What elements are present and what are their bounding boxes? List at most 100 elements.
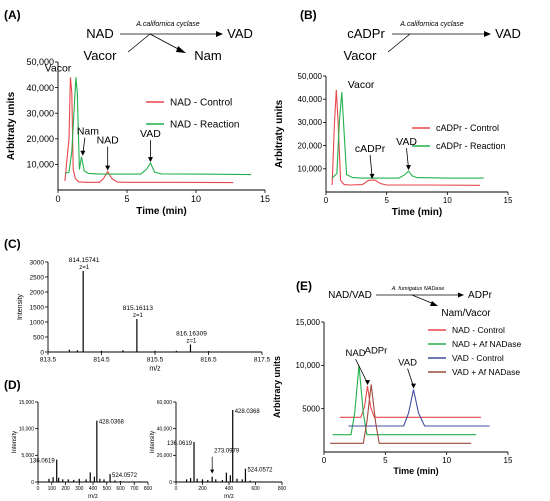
chart-c-peak-charge-label: z=1 xyxy=(133,313,144,319)
chart-b-x-tick-label: 0 xyxy=(324,196,329,205)
chart-e-y-tick-label: 5000 xyxy=(302,404,320,413)
scheme-e-arrowhead-main xyxy=(458,292,464,298)
chart-e-legend-label-3: VAD - Control xyxy=(452,353,504,363)
chart-a-x-tick-label: 10 xyxy=(191,194,201,204)
mass-spectrum-d-left: 0 100 200 300 400 500 600 700 800 0 5,000 10,000 15,… xyxy=(12,400,152,500)
panel-label-c: (C) xyxy=(4,237,21,251)
chart-b-legend-label-1: cADPr - Control xyxy=(436,123,499,133)
chart-c-y-tick-label: 2000 xyxy=(30,289,45,296)
chart-c-x-tick-label: 817.5 xyxy=(254,357,271,364)
chart-d1-y-tick-label: 15,000 xyxy=(19,400,35,406)
chart-e-y-tick-label: 15,000 xyxy=(296,318,321,327)
scheme-a-join-line xyxy=(127,33,151,53)
chart-b-peak-annotation: VAD xyxy=(396,136,417,148)
chart-c-y-tick-label: 3000 xyxy=(30,259,45,266)
chart-a-y-axis-title: Arbitraty units xyxy=(6,91,17,160)
chart-d1-y-tick-label: 5,000 xyxy=(21,453,34,459)
chart-e-y-tick-label: 10,000 xyxy=(296,361,321,370)
chart-a-y-tick-label: 50,000 xyxy=(26,57,54,67)
chart-a-peak-annotation: VAD xyxy=(140,128,161,140)
chart-a-peak-annotation: Vacor xyxy=(45,62,72,74)
chart-d1-x-tick-label: 0 xyxy=(37,486,40,492)
chart-d2-y-axis-title: Intensity xyxy=(150,431,156,453)
chart-a-x-tick-label: 0 xyxy=(55,194,60,204)
chart-e-x-tick-label: 15 xyxy=(504,456,513,465)
chart-d2-y-tick-label: 60,000 xyxy=(157,400,173,406)
scheme-b-substrate2: Vacor xyxy=(344,48,378,63)
scheme-e: NAD/VAD A. fumigatus NADase ADPr Nam/Vac… xyxy=(328,286,492,319)
scheme-e-arrow-branch xyxy=(411,294,435,305)
chart-c-y-tick-label: 2500 xyxy=(30,274,45,281)
chart-e-x-tick-label: 0 xyxy=(322,456,327,465)
chart-d1-x-tick-label: 300 xyxy=(75,486,84,492)
scheme-a: NAD Vacor A.californica cyclase VAD Nam xyxy=(84,21,253,63)
chart-b-annotation-arrow xyxy=(369,154,373,177)
chart-a-annotation-arrowhead xyxy=(105,165,111,171)
chart-d2-y-tick-label: 20,000 xyxy=(157,453,173,459)
chart-b-y-tick-label: 30,000 xyxy=(298,118,323,127)
chart-b-y-axis-title: Arbitraty units xyxy=(274,99,285,168)
panel-label-b: (B) xyxy=(300,8,317,22)
chart-d2-x-tick-label: 200 xyxy=(198,486,207,492)
mass-spectrum-c: 813.5 814.5 815.5 816.5 817.5 0 500 1000 1500 200… xyxy=(17,257,271,373)
chart-c-x-tick-label: 816.5 xyxy=(200,357,217,364)
chart-c-x-tick-label: 814.5 xyxy=(93,357,110,364)
chart-d1-x-tick-label: 800 xyxy=(144,486,153,492)
chart-a-x-tick-label: 5 xyxy=(124,194,129,204)
chart-d2-x-tick-label: 400 xyxy=(225,486,234,492)
chart-a-peak-annotation: Nam xyxy=(77,126,99,138)
chart-c-peak-mz-label: 814.15741 xyxy=(69,257,100,264)
chart-d2-x-tick-label: 600 xyxy=(251,486,260,492)
panel-label-d: (D) xyxy=(4,378,21,392)
chart-e-x-tick-label: 10 xyxy=(442,456,451,465)
scheme-b-substrate1: cADPr xyxy=(347,26,385,41)
chart-e-annotation-arrowhead xyxy=(365,380,371,386)
scheme-e-arrowhead-branch xyxy=(430,301,438,306)
chart-b-y-tick-label: 10,000 xyxy=(298,165,323,174)
chart-b-annotation-arrowhead xyxy=(406,165,412,171)
chart-c-y-tick-label: 1500 xyxy=(30,304,45,311)
chart-e-annotation-arrowhead xyxy=(411,383,417,389)
scheme-b-arrowhead-main xyxy=(484,31,491,37)
chart-c-y-tick-label: 500 xyxy=(33,334,44,341)
chart-a-annotation-arrowhead xyxy=(147,157,153,163)
chart-d2-annotation-arrowhead xyxy=(210,469,215,474)
chart-a-y-tick-label: 10,000 xyxy=(26,160,54,170)
chart-b-series-line-1 xyxy=(331,89,481,186)
scheme-a-arrowhead-main xyxy=(216,31,223,37)
chart-c-y-axis-title: Intensity xyxy=(17,293,24,320)
chart-b-x-tick-label: 5 xyxy=(384,196,389,205)
chart-d1-peak-label: 524.0572 xyxy=(112,473,138,479)
chart-d2-y-tick-label: 0 xyxy=(169,480,172,486)
chart-d2-peak-label: 524.0572 xyxy=(247,468,273,474)
chart-b-y-tick-label: 50,000 xyxy=(298,72,323,81)
chart-d2-y-tick-label: 40,000 xyxy=(157,426,173,432)
chart-b-peak-annotation: cADPr xyxy=(355,143,386,155)
chart-c-peak-charge-label: z=1 xyxy=(79,265,90,271)
chart-d1-peak-label: 136.0619 xyxy=(30,459,56,465)
chart-e-legend-label-4: VAD + Af NADase xyxy=(452,367,520,377)
chart-c-x-axis-title: m/z xyxy=(149,366,161,373)
scheme-a-product2: Nam xyxy=(194,48,221,63)
chart-d1-x-tick-label: 700 xyxy=(130,486,139,492)
chart-d1-x-axis-title: m/z xyxy=(88,494,98,500)
chart-e-x-axis-title: Time (min) xyxy=(393,466,438,476)
chart-a-x-tick-label: 15 xyxy=(260,194,270,204)
scheme-b-enzyme: A.californica cyclase xyxy=(399,21,464,28)
chart-d2-peak-label: 273.0979 xyxy=(214,449,240,455)
chart-a-y-tick-label: 20,000 xyxy=(26,134,54,144)
chart-b-y-tick-label: 20,000 xyxy=(298,141,323,150)
chart-b-legend-label-2: cADPr - Reaction xyxy=(436,141,506,151)
chart-c-x-tick-label: 815.5 xyxy=(147,357,164,364)
chart-e-legend-label-2: NAD + Af NADase xyxy=(452,339,521,349)
scheme-e-substrate1: NAD/VAD xyxy=(328,290,372,301)
chart-b-x-tick-label: 10 xyxy=(443,196,452,205)
scheme-a-product1: VAD xyxy=(227,26,253,41)
chart-e-series-line-3 xyxy=(348,389,490,427)
chart-e-series-line-4 xyxy=(330,384,472,444)
chart-a-peak-annotation: NAD xyxy=(97,135,120,147)
chart-c-peak-mz-label: 816.16309 xyxy=(176,331,207,338)
scheme-b-product1: VAD xyxy=(495,26,521,41)
scheme-a-enzyme: A.californica cyclase xyxy=(135,21,200,28)
